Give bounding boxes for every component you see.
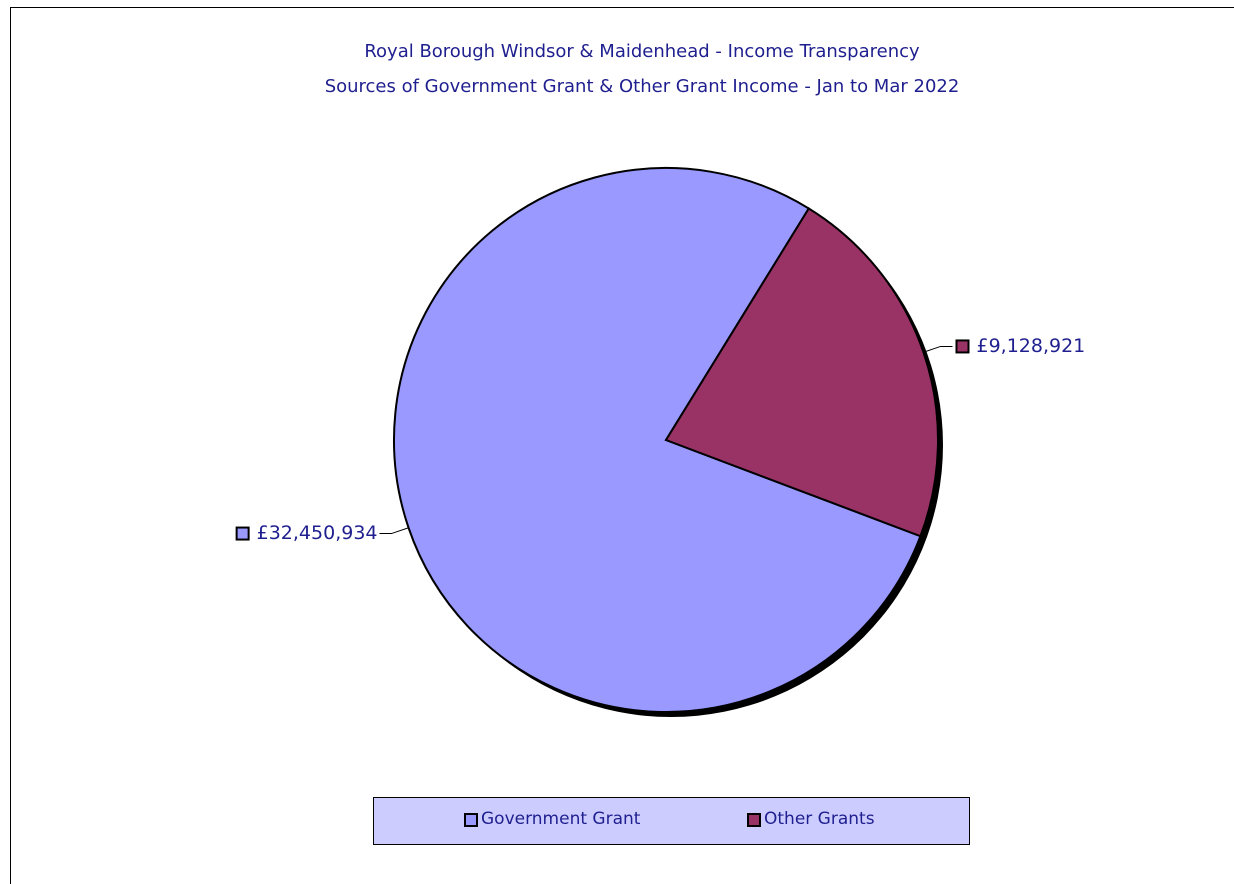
legend-label: Other Grants [764, 809, 875, 829]
chart-subtitle: Sources of Government Grant & Other Gran… [325, 76, 960, 97]
data-label: £9,128,921 [976, 335, 1085, 357]
legend-label: Government Grant [481, 809, 641, 829]
legend-swatch [464, 813, 478, 827]
legend-box [373, 797, 970, 845]
pie-slice [393, 167, 922, 713]
legend-swatch [747, 813, 761, 827]
frame [10, 7, 1234, 884]
data-label: £32,450,934 [257, 522, 378, 544]
data-label-swatch [955, 339, 970, 354]
leader-line [379, 527, 409, 535]
data-label-swatch [235, 526, 250, 541]
chart-title: Royal Borough Windsor & Maidenhead - Inc… [364, 41, 920, 62]
leader-line [923, 345, 953, 353]
